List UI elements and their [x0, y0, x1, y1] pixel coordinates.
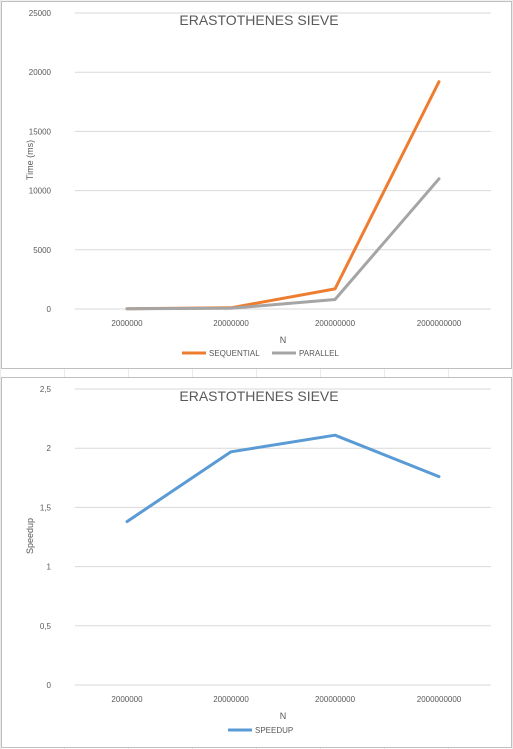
x-axis-label: N — [280, 335, 287, 345]
x-axis-label: N — [280, 711, 287, 721]
x-tick-label: 200000000 — [315, 695, 356, 704]
y-tick-label: 5000 — [33, 246, 51, 255]
y-tick-label: 10000 — [29, 187, 52, 196]
series-line-speedup[interactable] — [125, 433, 441, 524]
y-tick-label: 25000 — [29, 9, 52, 18]
series-line-sequential[interactable] — [125, 80, 441, 311]
time-chart-canvas: ERASTOTHENES SIEVE 0 5000 10000 15000 20000 2… — [25, 9, 491, 358]
chart-title: ERASTOTHENES SIEVE — [179, 388, 338, 404]
legend-label-sequential: SEQUENTIAL — [209, 349, 260, 358]
y-tick-label: 2,5 — [40, 385, 52, 394]
y-tick-label: 0 — [47, 305, 52, 314]
speedup-chart-canvas: ERASTOTHENES SIEVE 0 0,5 1 1,5 2 2,5 2000000 2… — [25, 385, 491, 735]
y-axis-label: Time (ms) — [25, 140, 35, 180]
series-line-parallel[interactable] — [125, 177, 441, 311]
chart-title: ERASTOTHENES SIEVE — [179, 12, 338, 28]
y-tick-label: 0 — [47, 681, 52, 690]
legend-label-speedup: SPEEDUP — [255, 726, 293, 735]
legend: SPEEDUP — [228, 726, 293, 735]
y-tick-label: 1 — [47, 563, 52, 572]
x-tick-label: 20000000 — [213, 695, 249, 704]
y-tick-label: 0,5 — [40, 622, 52, 631]
y-tick-label: 1,5 — [40, 503, 52, 512]
x-tick-label: 2000000 — [111, 695, 143, 704]
x-tick-label: 2000000 — [111, 319, 143, 328]
x-tick-label: 2000000000 — [417, 319, 462, 328]
y-axis-label: Speedup — [25, 518, 35, 554]
x-tick-label: 20000000 — [213, 319, 249, 328]
x-tick-label: 200000000 — [315, 319, 356, 328]
legend-label-parallel: PARALLEL — [299, 349, 339, 358]
legend: SEQUENTIAL PARALLEL — [182, 349, 339, 358]
y-tick-label: 15000 — [29, 127, 52, 136]
y-tick-label: 2 — [47, 444, 52, 453]
y-tick-label: 20000 — [29, 68, 52, 77]
x-tick-label: 2000000000 — [417, 695, 462, 704]
speedup-chart[interactable]: ERASTOTHENES SIEVE 0 0,5 1 1,5 2 2,5 2000000 2… — [1, 377, 512, 748]
time-chart[interactable]: ERASTOTHENES SIEVE 0 5000 10000 15000 20000 2… — [1, 1, 512, 369]
